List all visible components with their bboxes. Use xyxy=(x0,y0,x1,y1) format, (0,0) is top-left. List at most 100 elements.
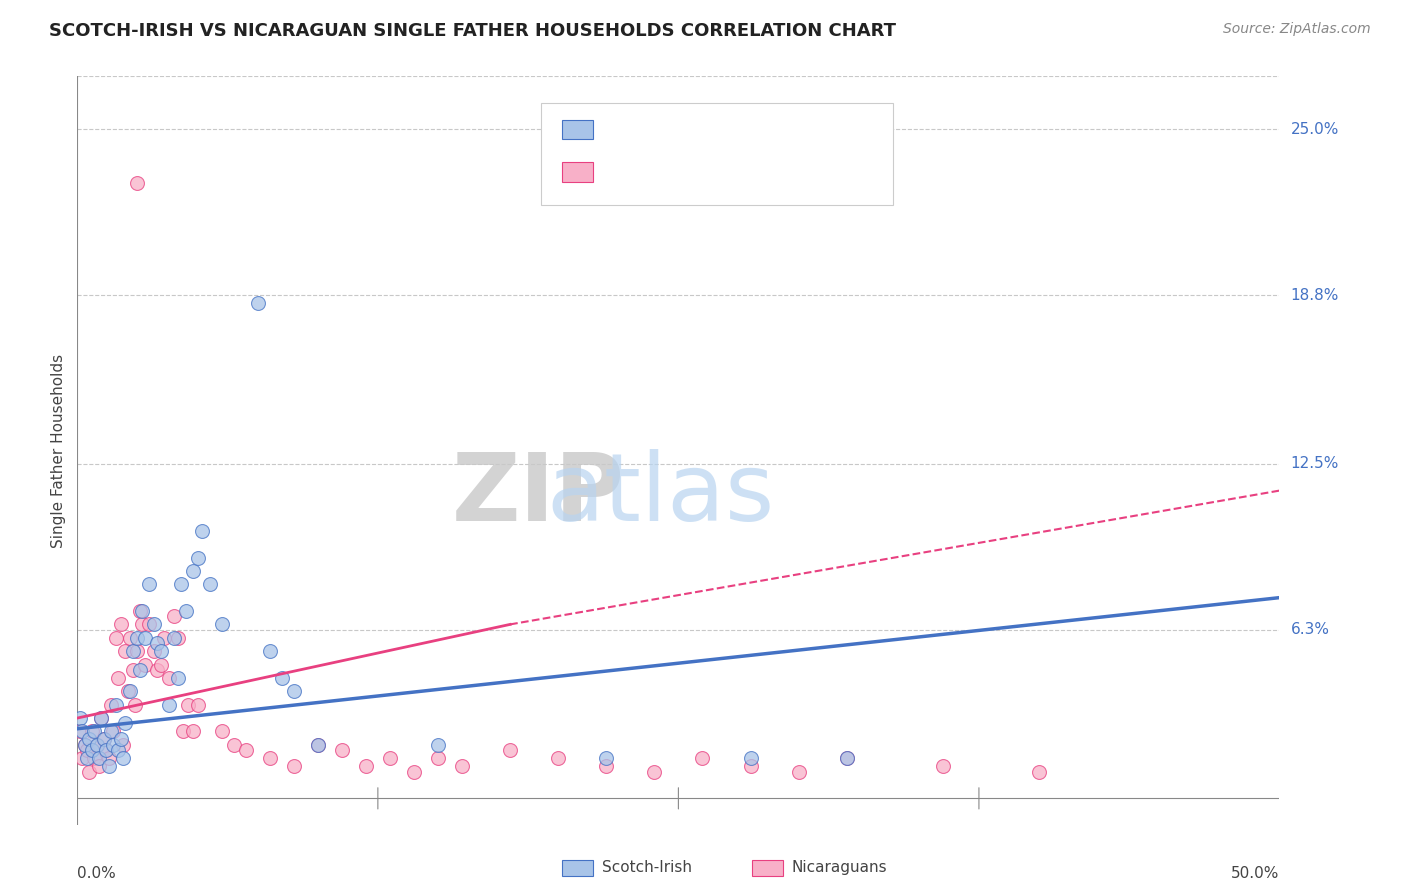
Point xyxy=(87,759,110,773)
Text: 6.3%: 6.3% xyxy=(1291,623,1330,637)
Point xyxy=(131,604,153,618)
Point xyxy=(211,617,233,632)
Point xyxy=(69,711,91,725)
Point xyxy=(127,644,149,658)
Point xyxy=(143,617,166,632)
Point xyxy=(198,577,221,591)
Point xyxy=(787,764,810,779)
Point xyxy=(104,631,127,645)
Point xyxy=(131,617,153,632)
Point xyxy=(1028,764,1050,779)
Point xyxy=(740,759,762,773)
Point xyxy=(153,631,176,645)
Point xyxy=(110,617,132,632)
Point xyxy=(307,738,329,752)
Point xyxy=(70,751,93,765)
Text: SCOTCH-IRISH VS NICARAGUAN SINGLE FATHER HOUSEHOLDS CORRELATION CHART: SCOTCH-IRISH VS NICARAGUAN SINGLE FATHER… xyxy=(49,22,896,40)
Point xyxy=(97,751,120,765)
Point xyxy=(932,759,955,773)
Point xyxy=(96,743,118,757)
Point xyxy=(80,724,103,739)
Point xyxy=(330,743,353,757)
Point xyxy=(145,636,167,650)
Point xyxy=(835,751,858,765)
Point xyxy=(177,698,200,712)
Point xyxy=(191,524,214,538)
Point xyxy=(547,751,569,765)
Point xyxy=(235,743,257,757)
Point xyxy=(70,724,93,739)
Point xyxy=(427,751,450,765)
Point xyxy=(162,609,184,624)
Point xyxy=(76,751,98,765)
Point xyxy=(181,564,204,578)
Text: N = 63: N = 63 xyxy=(766,165,824,179)
Point xyxy=(86,738,108,752)
Point xyxy=(127,631,149,645)
Point xyxy=(73,738,96,752)
Point xyxy=(107,743,129,757)
Point xyxy=(167,631,190,645)
Point xyxy=(259,751,281,765)
Point xyxy=(138,617,160,632)
Text: 0.0%: 0.0% xyxy=(77,866,117,881)
Point xyxy=(111,751,134,765)
Text: Source: ZipAtlas.com: Source: ZipAtlas.com xyxy=(1223,22,1371,37)
Point xyxy=(222,738,245,752)
Text: 18.8%: 18.8% xyxy=(1291,288,1339,302)
Point xyxy=(87,751,110,765)
Point xyxy=(172,724,194,739)
Point xyxy=(83,751,105,765)
Point xyxy=(283,759,305,773)
Point xyxy=(595,759,617,773)
Point xyxy=(96,743,118,757)
Point xyxy=(270,671,292,685)
Point xyxy=(143,644,166,658)
Point xyxy=(259,644,281,658)
Point xyxy=(114,716,136,731)
Point xyxy=(740,751,762,765)
Point xyxy=(499,743,522,757)
Point xyxy=(150,644,173,658)
Text: N = 49: N = 49 xyxy=(766,122,824,136)
Point xyxy=(83,724,105,739)
Point xyxy=(128,604,150,618)
Point xyxy=(104,698,127,712)
Text: ZIP: ZIP xyxy=(451,450,624,541)
Point xyxy=(103,738,125,752)
Point xyxy=(595,751,617,765)
Point xyxy=(103,724,125,739)
Point xyxy=(111,738,134,752)
Point xyxy=(138,577,160,591)
Point xyxy=(120,631,142,645)
Point xyxy=(150,657,173,672)
Point xyxy=(121,663,143,677)
Point xyxy=(128,663,150,677)
Point xyxy=(93,732,115,747)
Point xyxy=(170,577,193,591)
Point xyxy=(90,711,112,725)
Point xyxy=(93,732,115,747)
Point xyxy=(100,724,122,739)
Point xyxy=(378,751,401,765)
Point xyxy=(107,671,129,685)
Point xyxy=(283,684,305,698)
Point xyxy=(307,738,329,752)
Point xyxy=(354,759,377,773)
Point xyxy=(186,550,209,565)
Point xyxy=(427,738,450,752)
Point xyxy=(100,698,122,712)
Point xyxy=(692,751,714,765)
Point xyxy=(76,743,98,757)
Point xyxy=(90,711,112,725)
Point xyxy=(211,724,233,739)
Text: Scotch-Irish: Scotch-Irish xyxy=(602,860,692,874)
Point xyxy=(79,732,101,747)
Point xyxy=(79,764,101,779)
Text: 50.0%: 50.0% xyxy=(1232,866,1279,881)
Point xyxy=(121,644,143,658)
Point xyxy=(69,724,91,739)
Point xyxy=(246,296,269,310)
Point xyxy=(114,644,136,658)
Point xyxy=(145,663,167,677)
